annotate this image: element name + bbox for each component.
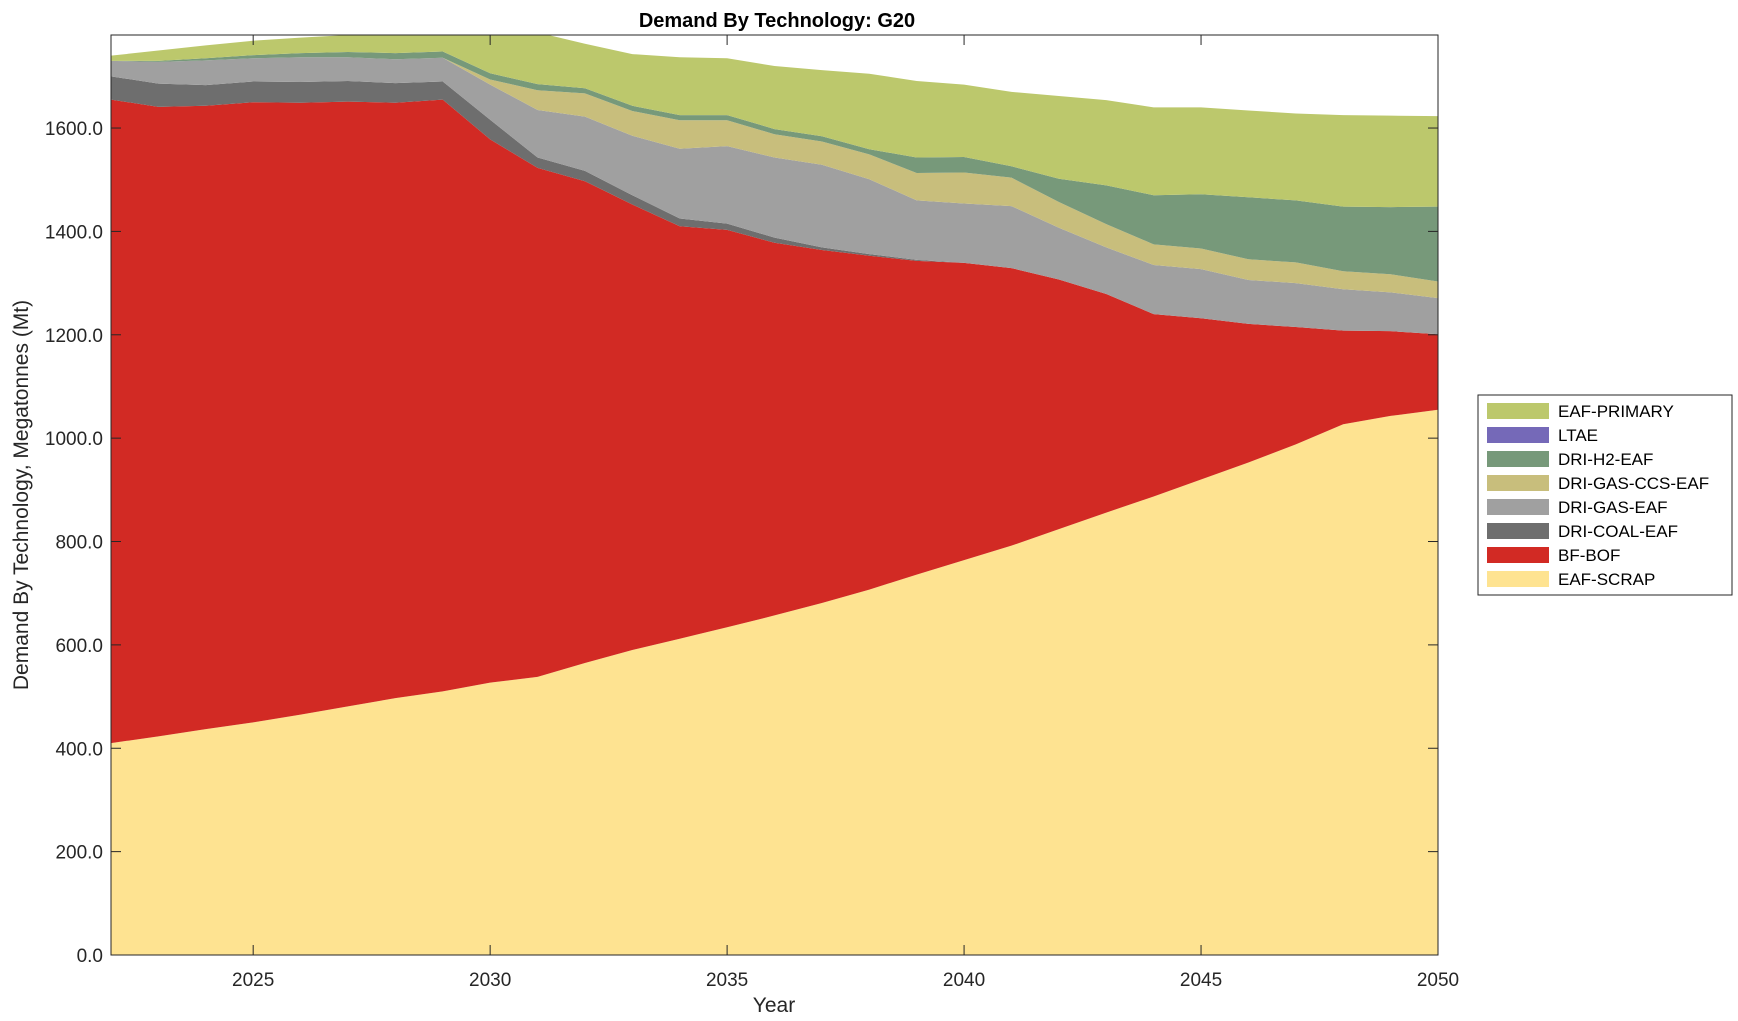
- x-axis: 2025 2030 2035 2040 2045 2050: [232, 35, 1459, 991]
- y-tick-label: 400.0: [55, 739, 103, 760]
- legend-label-dri-h2-eaf: DRI-H2-EAF: [1558, 450, 1653, 469]
- area-layers: [111, 35, 1438, 955]
- x-tick-label: 2035: [706, 970, 748, 991]
- y-tick-label: 200.0: [55, 843, 103, 864]
- x-tick-label: 2025: [232, 970, 274, 991]
- area-eaf-scrap: [111, 409, 1438, 955]
- legend-label-dri-coal-eaf: DRI-COAL-EAF: [1558, 522, 1678, 541]
- area-dri-gas-ccs-eaf: [111, 57, 1438, 299]
- area-bf-bof: [111, 99, 1438, 744]
- legend-label-dri-gas-ccs-eaf: DRI-GAS-CCS-EAF: [1558, 474, 1709, 493]
- y-axis: 0.0 200.0 400.0 600.0 800.0 1000.0 1200.0 1400.…: [45, 119, 1438, 967]
- x-tick-label: 2040: [943, 970, 985, 991]
- legend-label-eaf-scrap: EAF-SCRAP: [1558, 570, 1655, 589]
- legend-swatch-dri-gas-eaf: [1487, 499, 1549, 515]
- y-tick-label: 1200.0: [45, 326, 103, 347]
- x-tick-label: 2050: [1417, 970, 1459, 991]
- y-tick-label: 1600.0: [45, 119, 103, 140]
- x-tick-label: 2045: [1180, 970, 1222, 991]
- chart-title: Demand By Technology: G20: [639, 10, 915, 32]
- y-tick-label: 800.0: [55, 533, 103, 554]
- y-axis-label: Demand By Technology, Megatonnes (Mt): [10, 300, 33, 690]
- legend-label-eaf-primary: EAF-PRIMARY: [1558, 402, 1674, 421]
- x-tick-label: 2030: [469, 970, 511, 991]
- legend-swatch-dri-gas-ccs-eaf: [1487, 475, 1549, 491]
- plot-frame: [110, 34, 1439, 956]
- area-dri-h2-eaf: [111, 51, 1438, 282]
- legend-box: [1477, 394, 1733, 596]
- legend-label-ltae: LTAE: [1558, 426, 1598, 445]
- legend: EAF-PRIMARY LTAE DRI-H2-EAF DRI-GAS-CCS-EAF…: [1477, 394, 1733, 596]
- legend-label-bf-bof: BF-BOF: [1558, 546, 1620, 565]
- legend-swatch-eaf-primary: [1487, 403, 1549, 419]
- legend-swatch-bf-bof: [1487, 547, 1549, 563]
- legend-swatch-dri-h2-eaf: [1487, 451, 1549, 467]
- legend-label-dri-gas-eaf: DRI-GAS-EAF: [1558, 498, 1668, 517]
- y-tick-label: 1000.0: [45, 429, 103, 450]
- y-tick-label: 600.0: [55, 636, 103, 657]
- legend-swatch-dri-coal-eaf: [1487, 523, 1549, 539]
- area-dri-coal-eaf: [111, 76, 1438, 335]
- area-eaf-primary: [111, 35, 1438, 208]
- y-tick-label: 1400.0: [45, 222, 103, 243]
- x-axis-label: Year: [753, 994, 795, 1017]
- area-dri-gas-eaf: [111, 57, 1438, 335]
- legend-swatch-eaf-scrap: [1487, 571, 1549, 587]
- y-tick-label: 0.0: [77, 946, 103, 967]
- legend-swatch-ltae: [1487, 427, 1549, 443]
